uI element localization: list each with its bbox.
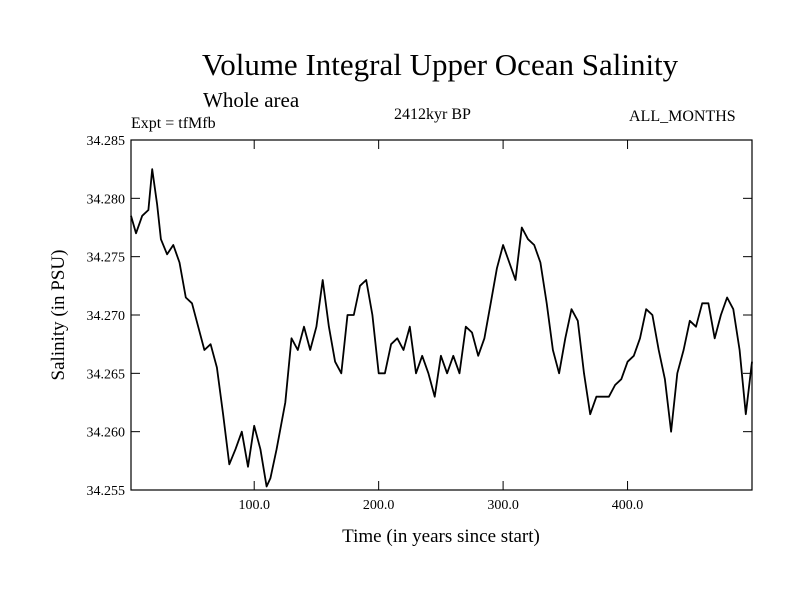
x-tick-label: 300.0 — [487, 498, 519, 513]
plot-frame — [130, 139, 753, 491]
x-tick-label: 400.0 — [612, 498, 644, 513]
y-tick-label: 34.280 — [87, 192, 126, 207]
experiment-label: Expt = tfMfb — [131, 115, 216, 132]
y-tick-label: 34.275 — [87, 251, 126, 266]
y-axis-title: Salinity (in PSU) — [48, 250, 69, 381]
chart-title: Volume Integral Upper Ocean Salinity — [201, 47, 679, 82]
x-axis-ticks: 100.0 200.0 300.0 400.0 — [238, 140, 643, 513]
salinity-series-line — [130, 168, 753, 488]
x-tick-label: 100.0 — [238, 498, 270, 513]
y-tick-label: 34.270 — [87, 309, 126, 324]
y-tick-label: 34.255 — [87, 484, 126, 499]
period-label: 2412kyr BP — [394, 106, 471, 123]
y-axis-ticks: 34.255 34.260 34.265 34.270 34.275 34.280 34.2… — [87, 134, 752, 499]
y-tick-label: 34.265 — [87, 367, 126, 382]
x-axis-title: Time (in years since start) — [342, 526, 540, 547]
y-tick-label: 34.260 — [87, 426, 126, 441]
y-tick-label: 34.285 — [87, 134, 126, 149]
chart-subtitle: Whole area — [203, 88, 300, 112]
months-label: ALL_MONTHS — [629, 108, 736, 125]
x-tick-label: 200.0 — [363, 498, 395, 513]
